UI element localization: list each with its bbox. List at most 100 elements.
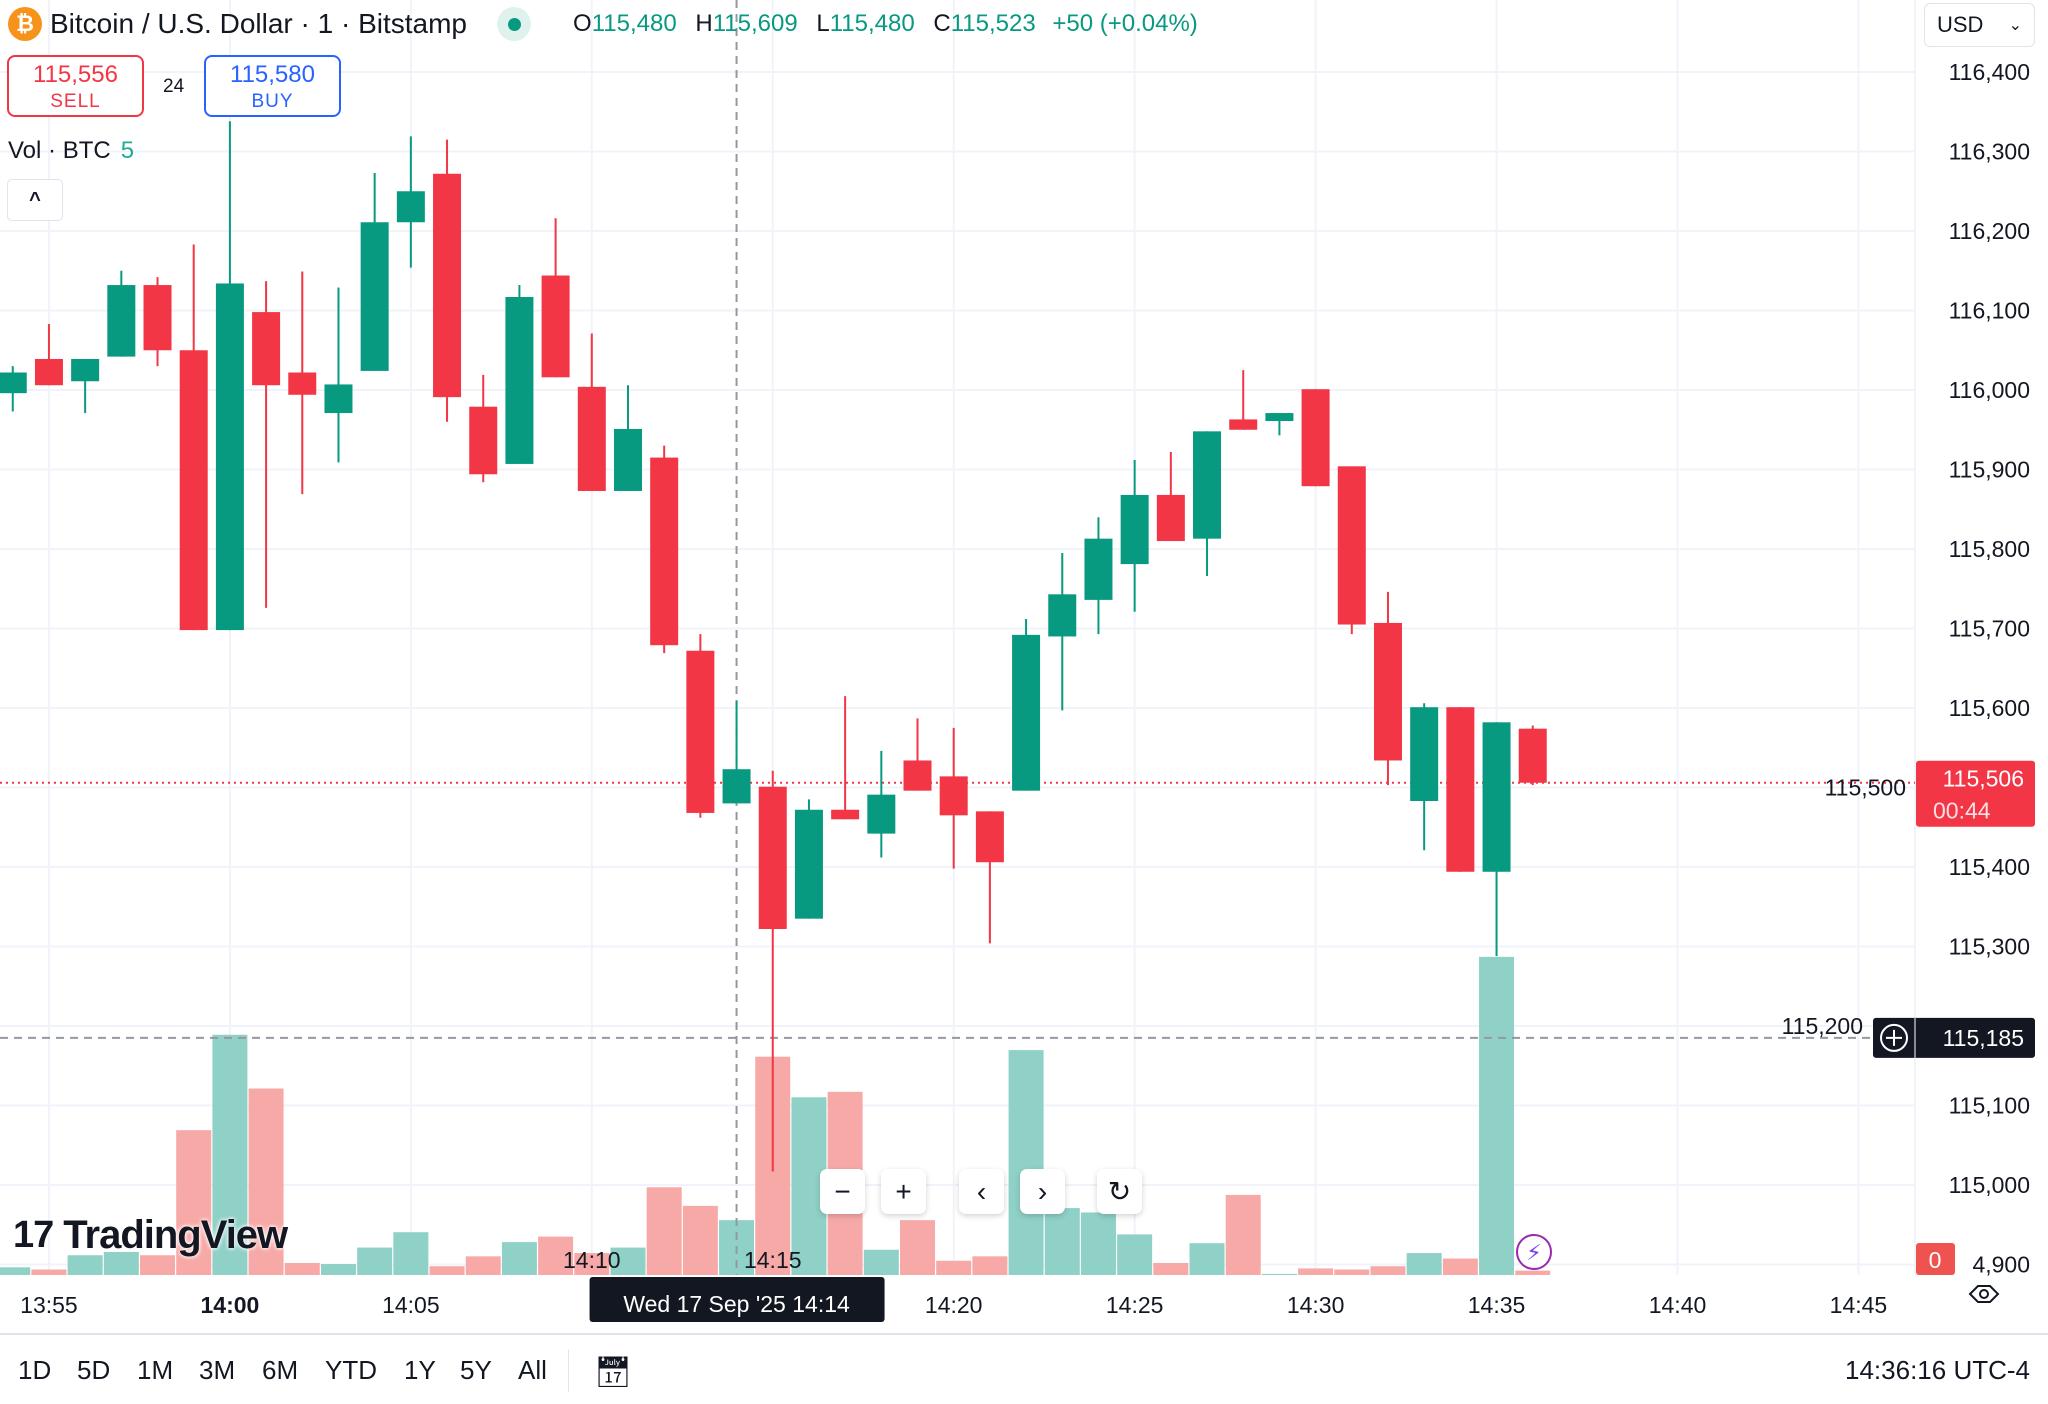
last-price-badge bbox=[1916, 760, 2035, 827]
open-label: O bbox=[573, 10, 592, 37]
volume-bar bbox=[1153, 1262, 1189, 1275]
market-status-icon[interactable] bbox=[497, 7, 532, 41]
candle-body bbox=[71, 358, 100, 382]
volume-bar bbox=[1406, 1253, 1442, 1275]
axis-settings-icon-center bbox=[1979, 1289, 1989, 1299]
candle-body bbox=[252, 312, 281, 386]
reset-chart-button[interactable]: ↻ bbox=[1097, 1169, 1142, 1214]
volume-bar bbox=[67, 1255, 103, 1275]
add-alert-plus-icon bbox=[1880, 1023, 1908, 1052]
candle-body bbox=[324, 384, 353, 414]
sell-price: 115,556 bbox=[33, 61, 118, 88]
candle-body bbox=[758, 786, 787, 930]
volume-bar bbox=[1189, 1243, 1225, 1275]
plus-icon: + bbox=[895, 1175, 912, 1207]
price-axis-label: 116,100 bbox=[1949, 298, 2030, 324]
candle-body bbox=[1446, 707, 1475, 872]
volume-bar bbox=[1117, 1234, 1153, 1275]
volume-bar bbox=[610, 1247, 646, 1275]
volume-bar bbox=[900, 1220, 936, 1275]
price-axis-label: 116,300 bbox=[1949, 139, 2030, 165]
candle-body bbox=[288, 372, 317, 395]
candle-body bbox=[867, 794, 896, 834]
candle-body bbox=[722, 769, 751, 804]
collapse-legend-button[interactable]: ^ bbox=[7, 179, 63, 221]
open-value: 115,480 bbox=[591, 10, 677, 37]
candle-body bbox=[1373, 622, 1402, 761]
ohlc-values: O115,480 H115,609 L115,480 C115,523 +50 … bbox=[561, 10, 1198, 38]
tradingview-logo[interactable]: 17 TradingView bbox=[13, 1213, 288, 1258]
symbol-title[interactable]: Bitcoin / U.S. Dollar · 1 · Bitstamp bbox=[50, 8, 468, 39]
volume-bar bbox=[1225, 1194, 1261, 1275]
price-axis-label: 115,600 bbox=[1949, 695, 2030, 721]
volume-bar bbox=[1080, 1212, 1116, 1275]
price-axis-label: 115,400 bbox=[1949, 854, 2030, 880]
time-axis-label: 14:25 bbox=[1106, 1292, 1164, 1318]
candle-body bbox=[1048, 594, 1077, 637]
candle-body bbox=[686, 650, 715, 813]
close-label: C bbox=[933, 10, 951, 37]
time-axis-label: 14:10 bbox=[563, 1247, 621, 1273]
currency-select[interactable]: USD ⌄ bbox=[1924, 3, 2035, 47]
buy-price: 115,580 bbox=[230, 61, 315, 88]
volume-bar bbox=[972, 1256, 1008, 1275]
sell-button[interactable]: 115,556 SELL bbox=[7, 55, 144, 117]
candle-body bbox=[469, 406, 498, 475]
crosshair-price-badge bbox=[1873, 1017, 2035, 1058]
range-1y[interactable]: 1Y bbox=[404, 1355, 436, 1385]
volume-bar bbox=[1044, 1208, 1080, 1275]
volume-bar bbox=[1370, 1266, 1406, 1275]
volume-bar bbox=[393, 1232, 429, 1275]
price-axis-label: 116,400 bbox=[1949, 59, 2030, 85]
scroll-left-button[interactable]: ‹ bbox=[959, 1169, 1004, 1214]
range-3m[interactable]: 3M bbox=[199, 1355, 236, 1385]
scroll-right-button[interactable]: › bbox=[1020, 1169, 1065, 1214]
price-axis-label: 115,500 bbox=[1825, 775, 1906, 801]
clock-timezone[interactable]: 14:36:16 UTC-4 bbox=[1845, 1355, 2030, 1385]
range-5d[interactable]: 5D bbox=[77, 1355, 111, 1385]
volume-bar bbox=[1008, 1050, 1044, 1275]
volume-bar bbox=[863, 1249, 899, 1275]
minus-icon: − bbox=[834, 1175, 851, 1207]
volume-bar bbox=[140, 1255, 176, 1275]
candle-body bbox=[396, 191, 425, 223]
spread-value: 24 bbox=[163, 76, 185, 97]
crosshair-time-badge bbox=[589, 1277, 885, 1322]
zoom-in-button[interactable]: + bbox=[881, 1169, 926, 1214]
range-6m[interactable]: 6M bbox=[262, 1355, 299, 1385]
zoom-out-button[interactable]: − bbox=[820, 1169, 865, 1214]
price-chart[interactable]: 116,400 116,300 116,200 116,100 116,000 115,9… bbox=[0, 0, 2048, 1333]
tradingview-logo-text: TradingView bbox=[63, 1213, 288, 1257]
range-ytd[interactable]: YTD bbox=[325, 1355, 377, 1385]
candle-body bbox=[1301, 389, 1330, 487]
range-1d[interactable]: 1D bbox=[18, 1355, 52, 1385]
volume-bar bbox=[0, 1267, 31, 1275]
lightning-icon: ⚡ bbox=[1526, 1241, 1541, 1266]
axis-settings-icon bbox=[1968, 1285, 2000, 1303]
volume-badge-label: 0 bbox=[1929, 1247, 1942, 1273]
crosshair-time-label: Wed 17 Sep '25 14:14 bbox=[623, 1291, 850, 1317]
symbol-header: ₿ Bitcoin / U.S. Dollar · 1 · Bitstamp O… bbox=[8, 4, 1198, 44]
price-axis-label: 4,900 bbox=[1972, 1252, 2030, 1278]
range-1m[interactable]: 1M bbox=[137, 1355, 174, 1385]
toolbar-divider bbox=[568, 1350, 569, 1392]
price-axis-label: 115,900 bbox=[1949, 457, 2030, 483]
candle-body bbox=[1265, 413, 1294, 422]
high-label: H bbox=[695, 10, 713, 37]
range-all[interactable]: All bbox=[518, 1355, 547, 1385]
bottom-toolbar bbox=[0, 1333, 2048, 1404]
chevron-up-icon: ^ bbox=[29, 188, 41, 211]
candle-body bbox=[831, 809, 860, 820]
go-to-date-calendar-icon[interactable]: 📅︎ bbox=[594, 1356, 633, 1389]
volume-bar bbox=[538, 1236, 574, 1275]
volume-bar bbox=[646, 1187, 682, 1275]
candle-body bbox=[613, 428, 642, 491]
candle-body bbox=[0, 372, 27, 394]
last-price-label: 115,506 bbox=[1943, 766, 2024, 792]
reset-icon: ↻ bbox=[1107, 1176, 1132, 1207]
volume-value: 5 bbox=[120, 137, 135, 164]
crosshair-price-label: 115,185 bbox=[1943, 1025, 2024, 1051]
range-5y[interactable]: 5Y bbox=[460, 1355, 492, 1385]
buy-button[interactable]: 115,580 BUY bbox=[204, 55, 341, 117]
volume-legend[interactable]: Vol · BTC 5 bbox=[8, 137, 134, 165]
